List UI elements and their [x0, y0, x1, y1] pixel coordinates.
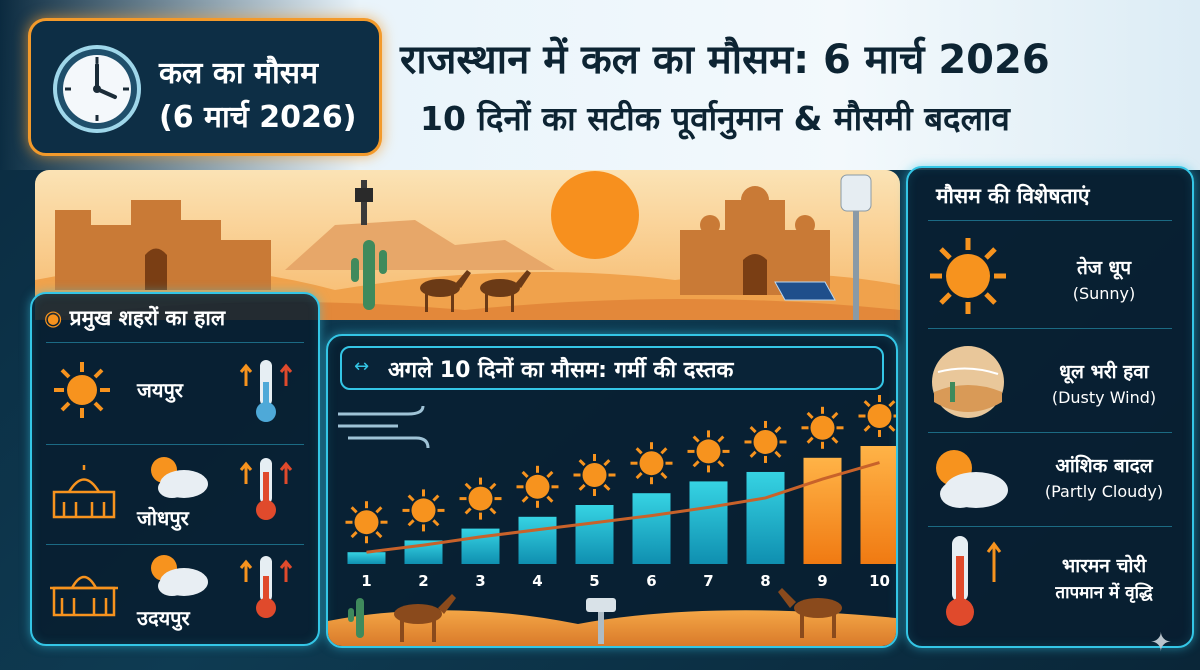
bar-day-4: [518, 516, 557, 564]
weather-station-icon: [840, 174, 872, 320]
sun-icon: [573, 454, 616, 496]
sun-icon: [687, 430, 730, 473]
thermometer-icon: [946, 536, 1002, 626]
divider: [46, 444, 304, 445]
city-name: जयपुर: [137, 378, 183, 402]
solar-panel-icon: [774, 281, 836, 301]
sun-icon: [801, 406, 844, 449]
x-tick-label: 3: [475, 572, 485, 590]
trend-line: [366, 461, 880, 554]
chart-title: अगले 10 दिनों का मौसम: गर्मी की दस्तक: [388, 358, 734, 383]
sun-icon: [459, 477, 502, 520]
city-status-panel: ◉ प्रमुख शहरों का हाल जयपुर जोधपुर: [30, 292, 320, 646]
x-tick-label: 9: [817, 572, 827, 590]
chart-title-bar: ↔ अगले 10 दिनों का मौसम: गर्मी की दस्तक: [340, 346, 884, 390]
dusty-wind-icon: [932, 346, 1004, 418]
date-badge: कल का मौसम (6 मार्च 2026): [28, 18, 382, 156]
badge-date: (6 मार्च 2026): [159, 100, 357, 135]
city-name: जोधपुर: [137, 506, 189, 530]
partly-cloudy-icon: [151, 555, 208, 596]
divider: [46, 342, 304, 343]
palace-icon: [52, 465, 116, 519]
sun-icon: [930, 238, 1006, 314]
city-row-jaipur: जयपुर: [32, 346, 318, 442]
feature-label: तेज धूप: [1076, 257, 1132, 279]
antenna-icon: [355, 180, 373, 225]
feature-dusty-wind: धूल भरी हवा (Dusty Wind): [908, 332, 1192, 432]
weather-station-icon: [586, 598, 616, 644]
divider: [928, 328, 1172, 329]
page-subtitle: 10 दिनों का सटीक पूर्वानुमान & मौसमी बदल…: [420, 99, 1010, 138]
palace-icon: [50, 575, 118, 617]
divider: [928, 432, 1172, 433]
bar-day-1: [347, 552, 386, 564]
feature-temperature-rise: भारमन चोरी तापमान में वृद्धि: [908, 530, 1192, 630]
divider: [928, 526, 1172, 527]
city-panel-title-text: प्रमुख शहरों का हाल: [69, 306, 226, 330]
x-tick-label: 4: [532, 572, 542, 590]
camel-icon: [420, 270, 531, 312]
camel-icon: [394, 594, 456, 642]
features-title: मौसम की विशेषताएं: [936, 184, 1090, 208]
bar-day-5: [575, 505, 614, 564]
city-row-jodhpur: जोधपुर: [32, 446, 318, 542]
x-tick-label: 8: [760, 572, 770, 590]
thermometer-rising-icon: [239, 360, 293, 422]
bar-day-7: [689, 481, 728, 564]
sun-icon: [630, 442, 673, 485]
partly-cloudy-icon: [936, 450, 1008, 508]
clock-icon: [53, 45, 141, 133]
feature-sublabel: (Dusty Wind): [1051, 388, 1157, 407]
fort-left-icon: [55, 200, 271, 290]
sun-icon: [551, 171, 639, 259]
sun-icon: [54, 362, 110, 418]
feature-label: भारमन चोरी: [1061, 555, 1147, 577]
sun-icon: [516, 465, 559, 508]
bar-day-6: [632, 493, 671, 564]
expand-arrows-icon: ↔: [354, 356, 370, 377]
forecast-chart: 1 2 3 4 5 6 7 8 9 10: [328, 395, 896, 646]
feature-sublabel: (Partly Cloudy): [1044, 482, 1164, 501]
cactus-icon: [348, 598, 364, 638]
feature-sunny: तेज धूप (Sunny): [908, 226, 1192, 326]
feature-label: आंशिक बादल: [1055, 455, 1153, 477]
feature-sublabel: (Sunny): [1072, 284, 1136, 303]
x-tick-label: 2: [418, 572, 428, 590]
sun-icon: [744, 420, 787, 463]
feature-label: धूल भरी हवा: [1059, 361, 1149, 383]
sun-icon: [858, 395, 896, 437]
thermometer-rising-icon: [239, 458, 293, 520]
x-tick-label: 7: [703, 572, 713, 590]
x-tick-label: 1: [361, 572, 371, 590]
x-tick-label: 10: [869, 572, 890, 590]
x-tick-label: 5: [589, 572, 599, 590]
partly-cloudy-icon: [151, 457, 208, 498]
x-tick-label: 6: [646, 572, 656, 590]
wind-icon: [338, 405, 430, 449]
cactus-icon: [351, 240, 387, 310]
divider: [928, 220, 1172, 221]
thermometer-rising-icon: [239, 556, 293, 618]
sun-icon: [345, 501, 388, 544]
camel-icon: [778, 588, 842, 638]
divider: [46, 544, 304, 545]
badge-title: कल का मौसम: [159, 56, 319, 91]
sparkle-icon: ✦: [1150, 628, 1172, 658]
forecast-chart-panel: 1 2 3 4 5 6 7 8 9 10 ↔ अगले 10 दिनों का मौसम: गर्…: [326, 334, 898, 648]
sun-icon: [402, 489, 445, 532]
weather-features-panel: मौसम की विशेषताएं तेज धूप (Sunny) धूल भर…: [906, 166, 1194, 648]
page-title: राजस्थान में कल का मौसम: 6 मार्च 2026: [400, 37, 1050, 83]
feature-partly-cloudy: आंशिक बादल (Partly Cloudy): [908, 436, 1192, 536]
city-panel-title: ◉ प्रमुख शहरों का हाल: [44, 304, 225, 332]
city-name: उदयपुर: [137, 606, 190, 630]
feature-sublabel: तापमान में वृद्धि: [1055, 583, 1153, 603]
location-pin-icon: ◉: [44, 306, 63, 330]
city-row-udaipur: उदयपुर: [32, 546, 318, 642]
bar-day-8: [746, 471, 785, 564]
